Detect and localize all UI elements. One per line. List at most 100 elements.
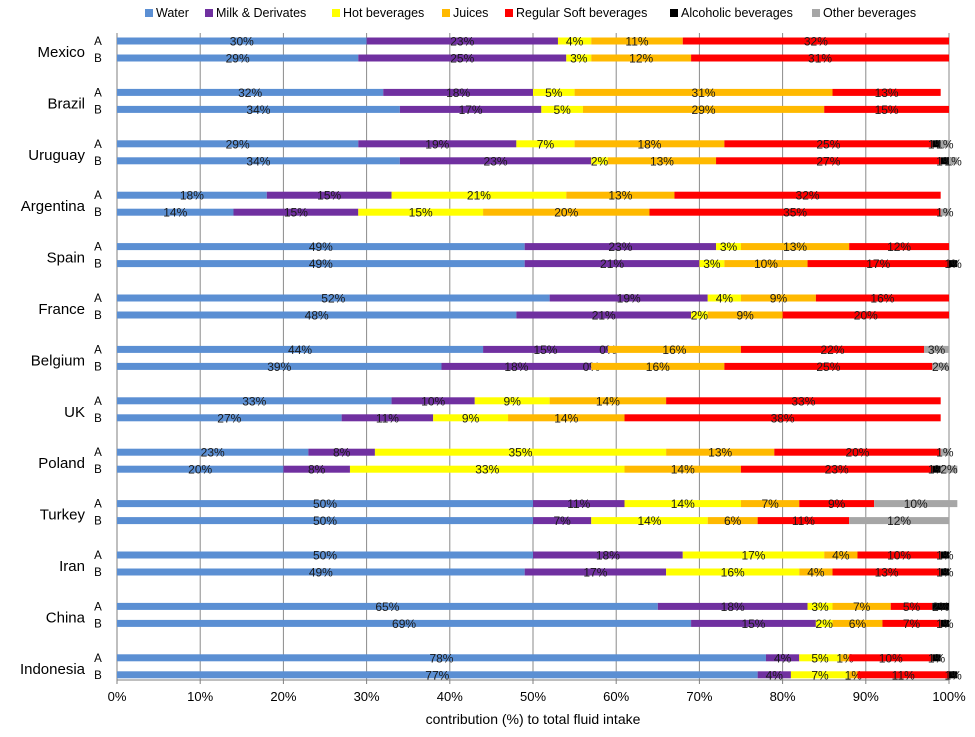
bar-poland-a-regular-soft-beverages (774, 448, 941, 456)
row-label-china-b: B (94, 618, 102, 630)
data-label-uk-a-juices: 14% (596, 394, 620, 408)
data-label-uruguay-a-milk-and-derivates: 19% (425, 137, 449, 151)
bar-belgium-b-water (117, 362, 442, 370)
bar-poland-b-alcoholic-beverages (932, 465, 941, 473)
data-label-turkey-a-hot-beverages: 14% (671, 497, 695, 511)
bar-iran-b-milk-and-derivates (524, 568, 667, 576)
data-label-uk-a-water: 33% (242, 394, 266, 408)
x-tick-label-10: 100% (932, 689, 966, 704)
x-tick-label-3: 30% (354, 689, 380, 704)
bar-turkey-a-milk-and-derivates (533, 500, 625, 508)
bar-france-a-regular-soft-beverages (815, 294, 949, 302)
data-label-belgium-a-milk-and-derivates: 15% (533, 343, 557, 357)
row-label-uruguay-b: B (94, 156, 102, 168)
data-label-spain-a-regular-soft-beverages: 12% (887, 240, 911, 254)
data-label-belgium-b-milk-and-derivates: 18% (504, 360, 528, 374)
bar-spain-a-milk-and-derivates (524, 243, 717, 251)
data-label-china-a-juices: 7% (853, 600, 871, 614)
data-label-mexico-a-juices: 11% (625, 35, 648, 49)
data-label-france-b-milk-and-derivates: 21% (592, 309, 616, 323)
data-label-uruguay-a-other-beverages: 1% (936, 137, 954, 151)
bar-china-a-water (117, 602, 658, 610)
bar-uruguay-a-hot-beverages (516, 140, 575, 148)
data-label-belgium-a-other-beverages: 3% (928, 343, 946, 357)
data-label-poland-a-regular-soft-beverages: 20% (845, 446, 869, 460)
data-label-spain-b-alcoholic-beverages: 1% (944, 257, 962, 271)
bar-iran-b-juices (799, 568, 833, 576)
data-label-spain-a-water: 49% (309, 240, 333, 254)
bar-brazil-a-hot-beverages (533, 88, 575, 96)
legend-label-hot-beverages: Hot beverages (343, 6, 424, 20)
data-label-france-b-water: 48% (305, 309, 329, 323)
data-label-brazil-b-milk-and-derivates: 17% (459, 103, 483, 117)
data-label-turkey-b-other-beverages: 12% (887, 514, 911, 528)
bar-brazil-a-juices (574, 88, 833, 96)
country-label-mexico: Mexico (37, 44, 85, 61)
bar-poland-b-hot-beverages (349, 465, 625, 473)
bar-iran-a-water (117, 551, 533, 559)
data-label-china-b-hot-beverages: 2% (816, 617, 834, 631)
x-tick-label-2: 20% (270, 689, 296, 704)
bar-argentina-b-juices (483, 208, 650, 216)
x-axis-title: contribution (%) to total fluid intake (426, 711, 641, 727)
bar-uruguay-a-juices (574, 140, 725, 148)
legend-swatch-other-beverages (812, 9, 820, 17)
bar-mexico-b-juices (591, 54, 692, 62)
legend-label-other-beverages: Other beverages (823, 6, 916, 20)
data-label-uruguay-b-other-beverages: 1% (944, 154, 962, 168)
bar-china-b-juices (832, 619, 883, 627)
bar-spain-b-hot-beverages (699, 260, 725, 268)
data-label-indonesia-a-regular-soft-beverages: 10% (879, 651, 903, 665)
bar-indonesia-b-alcoholic-beverages (949, 671, 958, 679)
bar-brazil-a-milk-and-derivates (383, 88, 533, 96)
data-label-iran-b-juices: 4% (807, 566, 825, 580)
bar-argentina-b-water (117, 208, 234, 216)
bar-argentina-b-regular-soft-beverages (649, 208, 941, 216)
bar-uruguay-a-milk-and-derivates (358, 140, 517, 148)
data-label-poland-a-hot-beverages: 35% (509, 446, 533, 460)
bar-spain-a-water (117, 243, 525, 251)
data-label-argentina-a-water: 18% (180, 189, 204, 203)
bar-poland-b-juices (624, 465, 741, 473)
bar-turkey-a-regular-soft-beverages (799, 500, 875, 508)
row-label-uruguay-a: A (94, 139, 102, 151)
data-label-france-b-juices: 9% (736, 309, 754, 323)
legend-swatch-water (145, 9, 153, 17)
data-label-france-a-hot-beverages: 4% (716, 292, 734, 306)
bar-france-b-regular-soft-beverages (782, 311, 949, 319)
data-label-uruguay-b-milk-and-derivates: 23% (484, 154, 508, 168)
data-label-iran-b-hot-beverages: 16% (721, 566, 745, 580)
bar-iran-b-alcoholic-beverages (940, 568, 949, 576)
data-label-brazil-a-milk-and-derivates: 18% (446, 86, 470, 100)
bar-belgium-a-milk-and-derivates (483, 345, 608, 353)
data-label-uruguay-b-juices: 13% (650, 154, 674, 168)
data-label-argentina-b-hot-beverages: 15% (409, 206, 433, 220)
data-label-indonesia-a-hot-beverages: 5% (811, 651, 829, 665)
bar-uk-b-hot-beverages (433, 414, 509, 422)
bar-spain-b-alcoholic-beverages (949, 260, 958, 268)
data-label-china-a-milk-and-derivates: 18% (721, 600, 745, 614)
data-label-turkey-b-hot-beverages: 14% (637, 514, 661, 528)
legend-swatch-regular-soft-beverages (505, 9, 513, 17)
row-label-spain-b: B (94, 259, 102, 271)
data-label-belgium-b-regular-soft-beverages: 25% (816, 360, 840, 374)
data-label-mexico-b-milk-and-derivates: 25% (450, 52, 474, 66)
data-label-argentina-b-other-beverages: 1% (936, 206, 954, 220)
data-label-iran-a-water: 50% (313, 549, 337, 563)
data-label-spain-a-milk-and-derivates: 23% (608, 240, 632, 254)
x-tick-label-4: 40% (437, 689, 463, 704)
data-label-uruguay-b-regular-soft-beverages: 27% (816, 154, 840, 168)
country-label-france: France (38, 301, 85, 318)
bar-uk-a-water (117, 397, 392, 405)
data-label-mexico-b-hot-beverages: 3% (570, 52, 588, 66)
data-label-spain-b-water: 49% (309, 257, 333, 271)
data-label-brazil-b-water: 34% (246, 103, 270, 117)
bar-mexico-a-water (117, 37, 367, 45)
data-label-china-a-alcoholic-beverages: 2% (932, 600, 950, 614)
x-tick-label-1: 10% (187, 689, 213, 704)
bar-uk-b-water (117, 414, 342, 422)
data-label-iran-b-milk-and-derivates: 17% (583, 566, 607, 580)
country-label-argentina: Argentina (21, 198, 86, 215)
row-label-argentina-a: A (94, 190, 102, 202)
row-label-belgium-b: B (94, 361, 102, 373)
